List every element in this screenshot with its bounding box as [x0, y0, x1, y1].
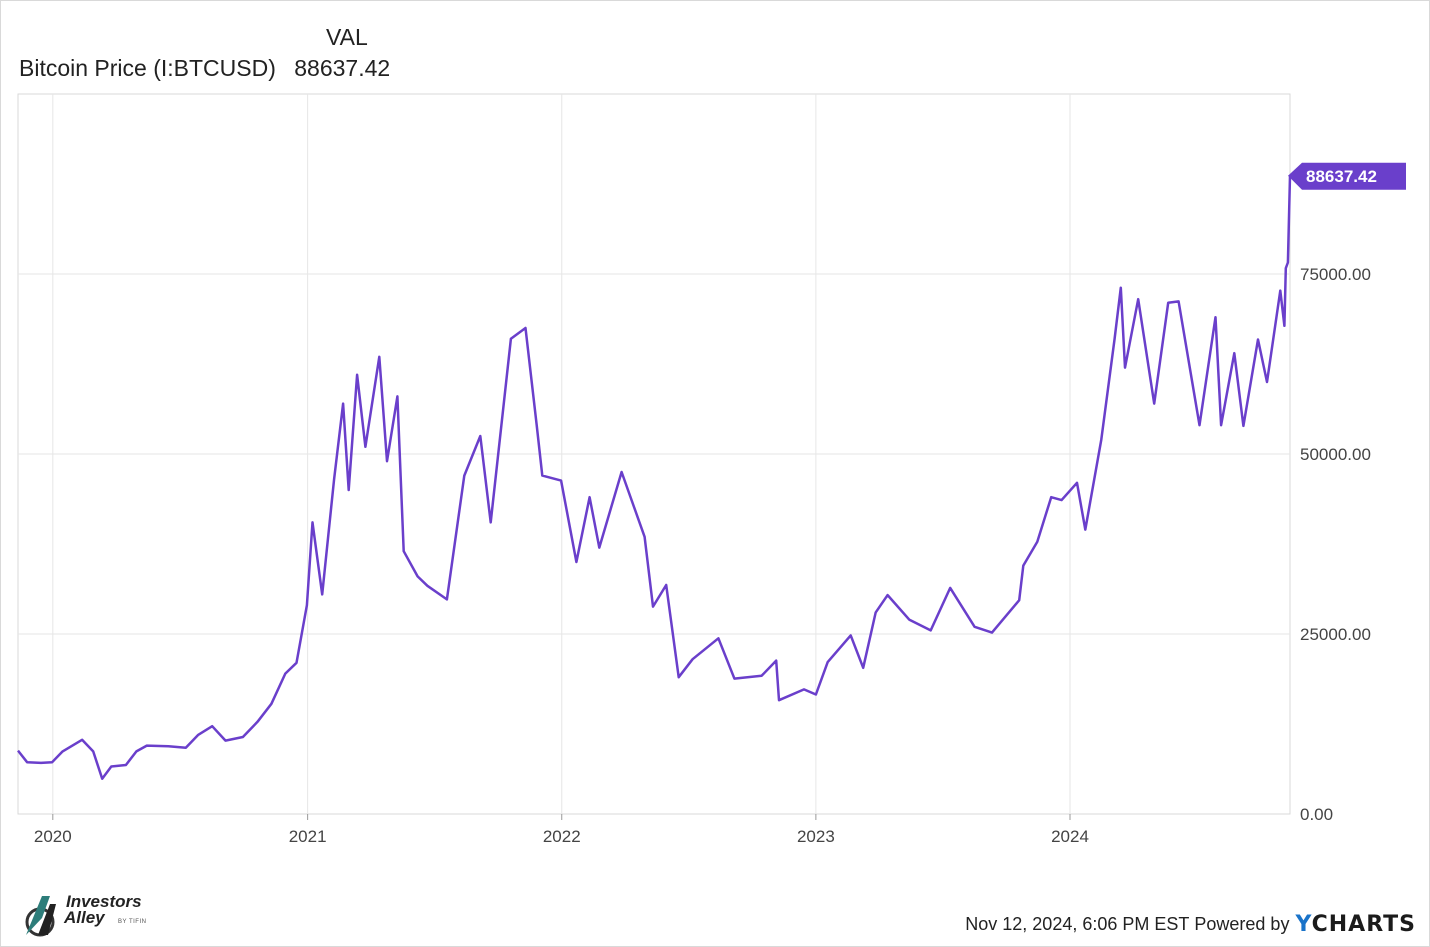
- y-tick-label: 25000.00: [1300, 625, 1371, 644]
- x-tick-label: 2024: [1051, 827, 1089, 846]
- x-tick-label: 2020: [34, 827, 72, 846]
- ycharts-logo[interactable]: YCHARTS: [1295, 912, 1416, 937]
- y-tick-label: 0.00: [1300, 805, 1333, 824]
- y-tick-label: 75000.00: [1300, 265, 1371, 284]
- x-axis: 2020 2021 2022 2023 2024: [34, 814, 1089, 846]
- logo-line1: Investors: [66, 892, 142, 911]
- investors-alley-logo: Investors Alley BY TIFIN: [20, 888, 160, 938]
- ycharts-logo-y: Y: [1295, 912, 1312, 937]
- last-value-label: 88637.42: [1306, 167, 1377, 186]
- y-axis: 0.00 25000.00 50000.00 75000.00: [1300, 265, 1371, 824]
- grid-lines: [17, 93, 1291, 815]
- series-line[interactable]: [17, 175, 1292, 780]
- legend-column-header: VAL: [326, 24, 368, 50]
- last-value-marker: 88637.42: [1288, 162, 1406, 190]
- footer-timestamp: Nov 12, 2024, 6:06 PM EST: [965, 914, 1190, 934]
- legend-series-value: 88637.42: [294, 55, 391, 81]
- ycharts-logo-rest: CHARTS: [1311, 912, 1416, 937]
- y-tick-label: 50000.00: [1300, 445, 1371, 464]
- footer-attribution: Nov 12, 2024, 6:06 PM EST Powered by YCH…: [965, 912, 1416, 937]
- x-tick-label: 2021: [289, 827, 327, 846]
- x-tick-label: 2023: [797, 827, 835, 846]
- logo-byline: BY TIFIN: [118, 919, 147, 925]
- series-group: [17, 175, 1292, 780]
- x-tick-label: 2022: [543, 827, 581, 846]
- last-value-badge: [1288, 162, 1406, 190]
- legend-series-name: Bitcoin Price (I:BTCUSD): [19, 55, 276, 81]
- investors-alley-mark-icon: [25, 896, 56, 937]
- logo-line2: Alley: [64, 908, 105, 927]
- footer-powered-by: Powered by: [1194, 914, 1290, 934]
- legend-row[interactable]: Bitcoin Price (I:BTCUSD) 88637.42: [19, 55, 390, 82]
